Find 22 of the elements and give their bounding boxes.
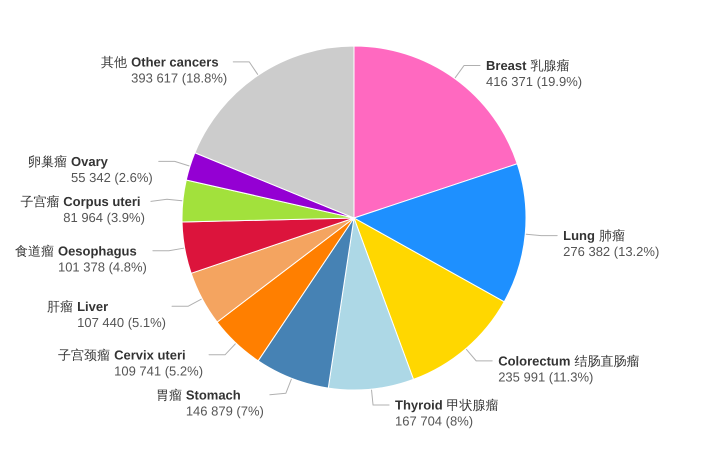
slice-label: 肝瘤 Liver — [47, 298, 108, 314]
slice-label: Breast 乳腺瘤 — [486, 58, 570, 74]
slice-label: 子宫瘤 Corpus uteri — [20, 194, 141, 209]
slice-label: 子宫颈瘤 Cervix uteri — [58, 347, 186, 362]
data-label: 107 440 (5.1%) — [77, 314, 166, 330]
data-label: 109 741 (5.2%) — [114, 363, 204, 378]
slice-label: 食道瘤 Oesophagus — [14, 243, 137, 258]
slice-label: Thyroid 甲状腺瘤 — [395, 398, 499, 413]
data-label: 55 342 (2.6%) — [71, 170, 153, 185]
data-label: 167 704 (8%) — [395, 414, 474, 429]
data-label: 393 617 (18.8%) — [131, 70, 228, 86]
slice-label: 其他 Other cancers — [101, 54, 219, 70]
slice-label: 卵巢瘤 Ovary — [28, 154, 109, 169]
slice-label: Lung 肺瘤 — [563, 228, 625, 244]
data-label: 101 378 (4.8%) — [58, 259, 147, 274]
data-label: 81 964 (3.9%) — [63, 210, 145, 225]
slice-label: Colorectum 结肠直肠瘤 — [498, 353, 640, 368]
data-label: 276 382 (13.2%) — [563, 244, 660, 260]
data-label: 146 879 (7%) — [186, 403, 264, 418]
data-label: 235 991 (11.3%) — [498, 369, 594, 384]
data-label: 416 371 (19.9%) — [486, 74, 582, 90]
slice-label: 胃瘤 Stomach — [156, 387, 241, 402]
